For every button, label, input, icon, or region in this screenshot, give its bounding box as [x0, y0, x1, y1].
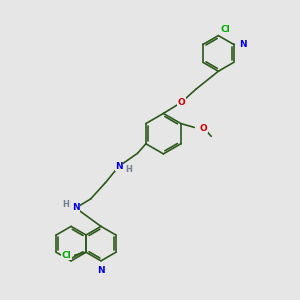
Text: N: N — [239, 40, 247, 49]
Text: N: N — [115, 162, 123, 171]
Text: H: H — [125, 165, 132, 174]
Text: O: O — [199, 124, 207, 133]
Text: N: N — [72, 203, 80, 212]
Text: N: N — [97, 266, 105, 275]
Text: O: O — [177, 98, 185, 107]
Text: H: H — [62, 200, 69, 209]
Text: Cl: Cl — [61, 251, 71, 260]
Text: Cl: Cl — [221, 25, 230, 34]
